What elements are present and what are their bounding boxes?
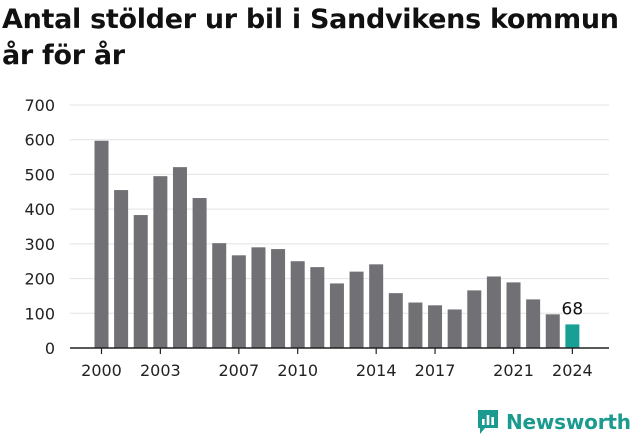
y-tick-label-0: 0 bbox=[45, 339, 55, 358]
bar-2024 bbox=[565, 324, 580, 348]
bar-2022 bbox=[526, 299, 541, 348]
bar-2006 bbox=[212, 243, 227, 348]
bar-2021 bbox=[506, 282, 521, 348]
bar-2003 bbox=[153, 176, 168, 348]
bar-2005 bbox=[192, 198, 207, 348]
newsworthy-logo-icon bbox=[478, 410, 498, 434]
x-tick-label-2010: 2010 bbox=[277, 361, 318, 380]
x-tick-label-2021: 2021 bbox=[493, 361, 534, 380]
brand-logo: Newsworthy bbox=[476, 406, 631, 438]
bar-2016 bbox=[408, 302, 423, 348]
x-tick-label-2003: 2003 bbox=[140, 361, 181, 380]
bar-2020 bbox=[486, 276, 501, 348]
y-tick-label-100: 100 bbox=[24, 304, 55, 323]
x-tick-label-2014: 2014 bbox=[356, 361, 397, 380]
bar-2008 bbox=[251, 247, 266, 348]
bar-2004 bbox=[172, 167, 187, 348]
bar-chart: 0 100 200 300 400 500 600 700 2000 2003 2007 2010 20… bbox=[24, 96, 609, 380]
x-tick-label-2007: 2007 bbox=[218, 361, 259, 380]
bar-2011 bbox=[310, 267, 325, 348]
bar-2013 bbox=[349, 271, 364, 348]
bar-2010 bbox=[290, 261, 305, 348]
y-tick-label-400: 400 bbox=[24, 200, 55, 219]
bar-2023 bbox=[545, 314, 560, 348]
chart-title: Antal stölder ur bil i Sandvikens kommun… bbox=[2, 4, 619, 71]
bar-2015 bbox=[388, 293, 403, 348]
y-tick-label-700: 700 bbox=[24, 96, 55, 115]
bar-2007 bbox=[231, 255, 246, 348]
bar-2018 bbox=[447, 309, 462, 348]
data-label-2024: 68 bbox=[562, 299, 584, 319]
y-tick-label-500: 500 bbox=[24, 165, 55, 184]
bar-2014 bbox=[369, 264, 384, 348]
x-tick-label-2024: 2024 bbox=[552, 361, 593, 380]
x-tick-label-2017: 2017 bbox=[415, 361, 456, 380]
x-tick-label-2000: 2000 bbox=[81, 361, 122, 380]
y-tick-label-200: 200 bbox=[24, 270, 55, 289]
bar-2012 bbox=[329, 283, 344, 348]
y-tick-label-600: 600 bbox=[24, 131, 55, 150]
bar-2000 bbox=[94, 140, 109, 348]
bar-2002 bbox=[133, 215, 148, 348]
brand-name: Newsworthy bbox=[506, 410, 631, 434]
y-tick-label-300: 300 bbox=[24, 235, 55, 254]
bar-2009 bbox=[271, 249, 286, 348]
bar-2001 bbox=[114, 190, 129, 348]
bar-2017 bbox=[428, 305, 443, 348]
bar-2019 bbox=[467, 290, 482, 348]
